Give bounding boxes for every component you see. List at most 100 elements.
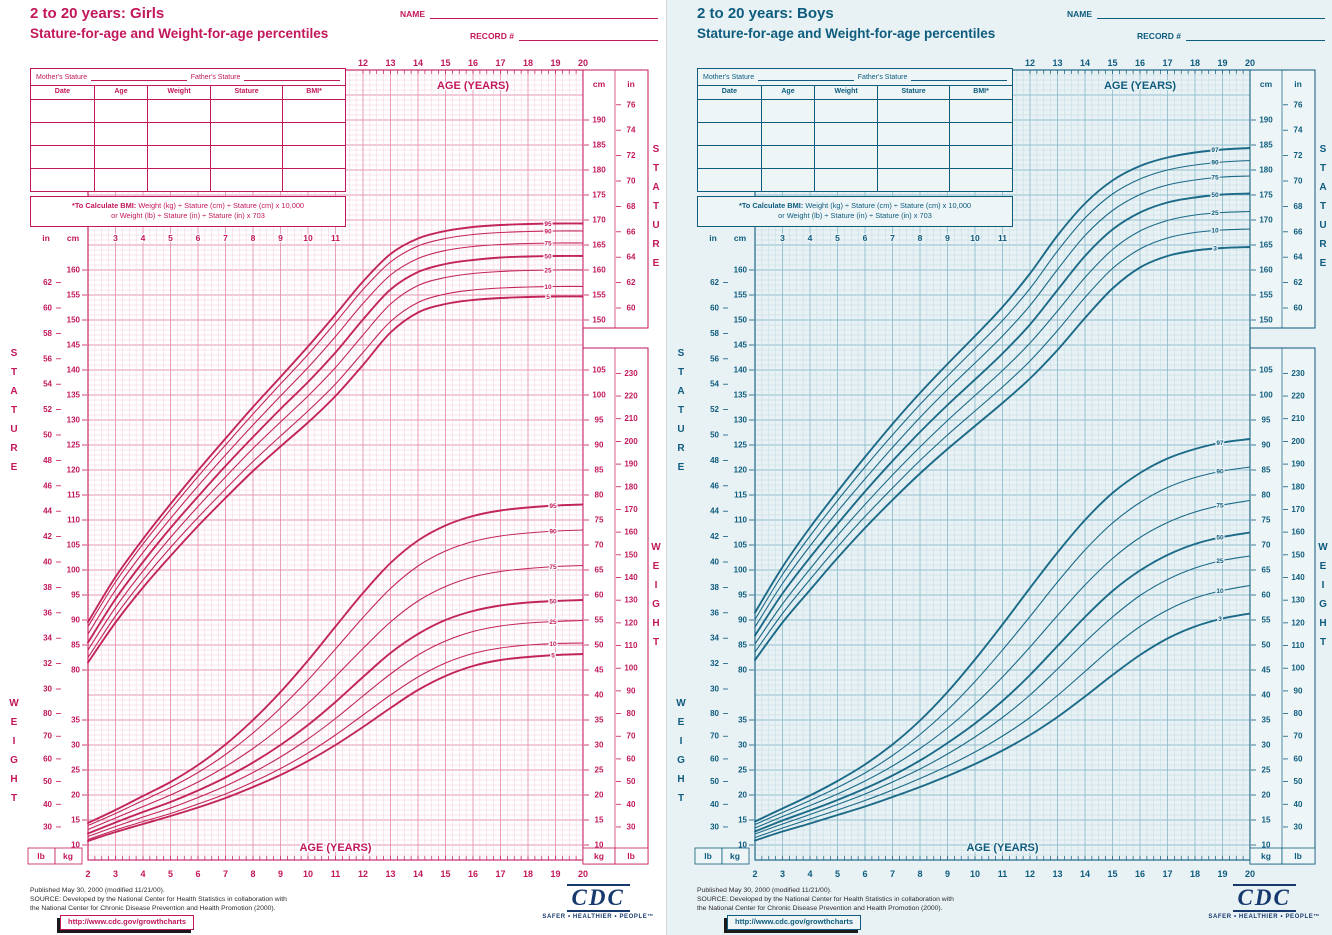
- table-row: [698, 122, 1012, 145]
- table-cell[interactable]: [949, 100, 1012, 122]
- age-axis-bottom: AGE (YEARS) 2 3 4 5 6 7 8 9 10 11 12 13 14 15 16 17 18 19 2…: [85, 841, 588, 879]
- table-cell[interactable]: [814, 123, 877, 145]
- table-cell[interactable]: [209, 146, 282, 168]
- parents-stature-row: Mother's Stature Father's Stature: [698, 69, 1012, 85]
- svg-text:10: 10: [303, 233, 313, 243]
- fathers-stature-field[interactable]: [244, 73, 341, 81]
- svg-text:12: 12: [1025, 869, 1035, 879]
- table-header-row: Date Age Weight Stature BMI*: [31, 85, 345, 99]
- svg-text:125: 125: [67, 441, 81, 450]
- record-input-line[interactable]: [518, 31, 658, 41]
- table-cell[interactable]: [282, 146, 345, 168]
- age-axis-top: 12 13 14 15 16 17 18 19 20 AGE (YEARS): [358, 58, 588, 93]
- table-cell[interactable]: [282, 100, 345, 122]
- table-cell[interactable]: [814, 146, 877, 168]
- table-cell[interactable]: [282, 169, 345, 191]
- cdc-growthcharts-link[interactable]: http://www.cdc.gov/growthcharts: [60, 915, 195, 931]
- name-input-line[interactable]: [1097, 9, 1325, 19]
- table-cell[interactable]: [698, 100, 761, 122]
- svg-text:cm: cm: [593, 79, 606, 89]
- table-cell[interactable]: [876, 169, 949, 191]
- svg-text:18: 18: [1190, 58, 1200, 68]
- table-cell[interactable]: [147, 146, 210, 168]
- table-row: [31, 99, 345, 122]
- svg-text:140: 140: [624, 573, 638, 582]
- table-cell[interactable]: [876, 123, 949, 145]
- svg-text:13: 13: [385, 869, 395, 879]
- table-cell[interactable]: [876, 100, 949, 122]
- measurement-table: Mother's Stature Father's Stature Date A…: [697, 68, 1013, 192]
- table-cell[interactable]: [93, 100, 147, 122]
- girls-growth-chart-panel: 2 to 20 years: Girls Stature-for-age and…: [9, 5, 661, 931]
- svg-text:70: 70: [627, 177, 636, 186]
- svg-text:5: 5: [835, 869, 840, 879]
- svg-text:20: 20: [71, 791, 80, 800]
- mothers-stature-field[interactable]: [758, 73, 854, 81]
- table-cell[interactable]: [698, 123, 761, 145]
- table-cell[interactable]: [209, 123, 282, 145]
- svg-text:14: 14: [1080, 869, 1090, 879]
- svg-text:8: 8: [251, 233, 256, 243]
- left-stature-axis: in cm 62 60 58 56 54 52 50 48 46 44 42 40 38 36 34 32 30 16…: [709, 233, 754, 694]
- table-cell[interactable]: [31, 100, 94, 122]
- svg-text:60: 60: [43, 304, 52, 313]
- table-cell[interactable]: [209, 169, 282, 191]
- table-cell[interactable]: [760, 169, 814, 191]
- col-stature: Stature: [209, 86, 282, 99]
- svg-text:in: in: [627, 79, 635, 89]
- table-cell[interactable]: [93, 123, 147, 145]
- right-weight-axis: 105 100 95 90 85 80 75 70 65 60 55 50 45 40 35 30 25 20 15…: [1249, 347, 1316, 865]
- mothers-stature-field[interactable]: [91, 73, 187, 81]
- cdc-growthcharts-link[interactable]: http://www.cdc.gov/growthcharts: [727, 915, 862, 931]
- svg-text:4: 4: [141, 233, 146, 243]
- table-cell[interactable]: [698, 169, 761, 191]
- table-cell[interactable]: [949, 169, 1012, 191]
- table-header-row: Date Age Weight Stature BMI*: [698, 85, 1012, 99]
- svg-text:30: 30: [627, 822, 636, 831]
- svg-text:90: 90: [71, 616, 80, 625]
- table-cell[interactable]: [760, 100, 814, 122]
- table-cell[interactable]: [93, 146, 147, 168]
- table-cell[interactable]: [209, 100, 282, 122]
- table-cell[interactable]: [282, 123, 345, 145]
- svg-text:25: 25: [595, 766, 604, 775]
- table-cell[interactable]: [147, 123, 210, 145]
- table-cell[interactable]: [93, 169, 147, 191]
- svg-text:220: 220: [624, 392, 638, 401]
- table-cell[interactable]: [698, 146, 761, 168]
- svg-text:lb: lb: [704, 851, 712, 861]
- svg-text:100: 100: [592, 391, 606, 400]
- svg-text:25: 25: [544, 267, 552, 274]
- table-cell[interactable]: [876, 146, 949, 168]
- table-cell[interactable]: [147, 100, 210, 122]
- svg-text:90: 90: [1294, 686, 1303, 695]
- table-cell[interactable]: [31, 123, 94, 145]
- table-cell[interactable]: [31, 146, 94, 168]
- svg-text:15: 15: [1262, 816, 1271, 825]
- svg-text:cm: cm: [734, 233, 747, 243]
- name-input-line[interactable]: [430, 9, 658, 19]
- svg-text:130: 130: [624, 596, 638, 605]
- right-weight-axis: 105 100 95 90 85 80 75 70 65 60 55 50 45 40 35 30 25 20 15…: [582, 347, 649, 865]
- source-note-1: SOURCE: Developed by the National Center…: [30, 895, 287, 903]
- table-cell[interactable]: [147, 169, 210, 191]
- table-cell[interactable]: [949, 146, 1012, 168]
- fathers-stature-field[interactable]: [911, 73, 1008, 81]
- table-cell[interactable]: [31, 169, 94, 191]
- table-cell[interactable]: [949, 123, 1012, 145]
- table-cell[interactable]: [814, 100, 877, 122]
- table-cell[interactable]: [760, 146, 814, 168]
- table-cell[interactable]: [760, 123, 814, 145]
- age-axis-bottom: AGE (YEARS) 2 3 4 5 6 7 8 9 10 11 12 13 14 15 16 17 18 19 2…: [752, 841, 1255, 879]
- svg-text:56: 56: [43, 354, 52, 363]
- table-cell[interactable]: [814, 169, 877, 191]
- left-stature-axis: in cm 62 60 58 56 54 52 50 48 46 44 42 40 38 36 34 32 30 16…: [42, 233, 87, 694]
- svg-text:68: 68: [1294, 202, 1303, 211]
- cdc-tagline: SAFER • HEALTHIER • PEOPLE™: [542, 914, 654, 921]
- svg-text:AGE (YEARS): AGE (YEARS): [1104, 80, 1176, 92]
- record-input-line[interactable]: [1185, 31, 1325, 41]
